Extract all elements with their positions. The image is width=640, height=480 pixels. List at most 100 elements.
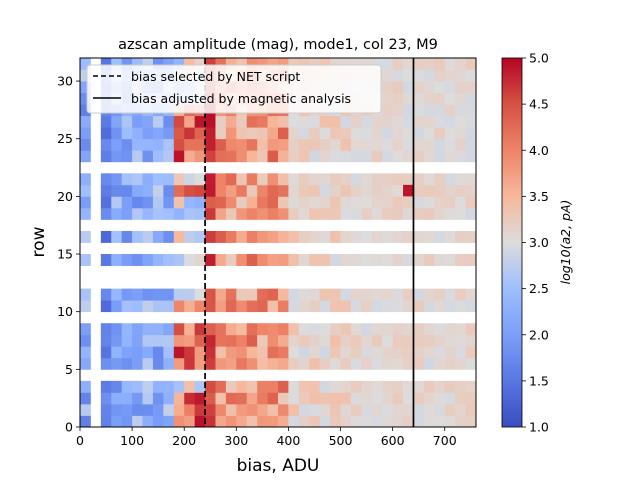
heatmap-cell [246, 196, 258, 209]
heatmap-cell [403, 300, 414, 313]
heatmap-cell [319, 230, 331, 243]
heatmap-cell [434, 346, 446, 359]
heatmap-cell [100, 254, 112, 266]
heatmap-cell [257, 207, 268, 220]
heatmap-cell [194, 415, 206, 428]
heatmap-cell [205, 58, 216, 70]
heatmap-cell [340, 346, 352, 359]
heatmap-cell [173, 173, 185, 186]
heatmap-cell [215, 323, 227, 336]
heatmap-cell [434, 115, 446, 128]
heatmap-cell [330, 357, 341, 370]
heatmap-cell [121, 150, 133, 163]
heatmap-cell [225, 207, 237, 220]
heatmap-cell [350, 115, 362, 128]
legend: bias selected by NET script bias adjuste… [86, 64, 382, 114]
heatmap-cell [392, 184, 404, 197]
heatmap-cell [132, 334, 143, 347]
heatmap-cell [465, 357, 477, 370]
heatmap-cell [80, 334, 91, 347]
heatmap-cell [371, 334, 383, 347]
heatmap-cell [194, 254, 206, 266]
heatmap-cell [194, 403, 206, 416]
heatmap-cell [382, 196, 394, 209]
heatmap-cell [340, 127, 352, 140]
heatmap-cell [163, 138, 175, 151]
heatmap-cell [392, 288, 404, 301]
heatmap-cell [257, 415, 268, 428]
heatmap-cell [423, 127, 435, 140]
heatmap-cell [434, 415, 446, 428]
heatmap-cell [173, 127, 185, 140]
heatmap-cell [225, 334, 237, 347]
heatmap-cell [100, 115, 112, 128]
colorbar-tick-label: 2.5 [529, 281, 549, 296]
heatmap-cell [392, 357, 404, 370]
heatmap-cell [111, 403, 123, 416]
heatmap-cell [392, 323, 404, 336]
heatmap-cell [132, 127, 143, 140]
heatmap-cell [142, 138, 154, 151]
heatmap-cell [246, 138, 258, 151]
heatmap-cell [111, 115, 123, 128]
heatmap-cell [350, 380, 362, 393]
heatmap-cell [278, 127, 289, 140]
heatmap-cell [382, 403, 394, 416]
heatmap-cell [142, 254, 154, 266]
heatmap-cell [330, 127, 341, 140]
heatmap-cell [340, 230, 352, 243]
heatmap-cell [225, 288, 237, 301]
heatmap-cell [444, 127, 456, 140]
heatmap-cell [288, 357, 300, 370]
heatmap-cell [246, 115, 258, 128]
heatmap-cell [434, 81, 446, 93]
heatmap-cell [215, 58, 227, 70]
heatmap-cell [142, 150, 154, 163]
heatmap-cell [205, 323, 216, 336]
heatmap-cell [455, 403, 466, 416]
heatmap-cell [80, 69, 91, 82]
heatmap-cell [205, 334, 216, 347]
heatmap-cell [288, 173, 300, 186]
heatmap-cell [173, 334, 185, 347]
heatmap-cell [215, 115, 227, 128]
heatmap-cell [330, 196, 341, 209]
heatmap-cell [465, 288, 477, 301]
heatmap-cell [184, 288, 196, 301]
heatmap-cell [298, 196, 310, 209]
heatmap-cell [413, 392, 425, 405]
colorbar-tick-label: 3.5 [529, 189, 549, 204]
heatmap-cell [267, 254, 279, 266]
heatmap-cell [403, 392, 414, 405]
heatmap-cell [465, 334, 477, 347]
heatmap-cell [288, 230, 300, 243]
heatmap-cell [288, 346, 300, 359]
heatmap-cell [173, 207, 185, 220]
heatmap-cell [382, 288, 394, 301]
heatmap-cell [392, 81, 404, 93]
heatmap-cell [340, 173, 352, 186]
heatmap-cell [278, 150, 289, 163]
heatmap-cell [142, 127, 154, 140]
heatmap-cell [194, 288, 206, 301]
heatmap-cell [319, 300, 331, 313]
heatmap-cell [444, 92, 456, 105]
heatmap-cell [288, 150, 300, 163]
heatmap-cell [465, 173, 477, 186]
heatmap-cell [298, 150, 310, 163]
heatmap-cell [340, 138, 352, 151]
heatmap-cell [163, 380, 175, 393]
heatmap-cell [392, 115, 404, 128]
heatmap-cell [267, 127, 279, 140]
heatmap-cell [423, 173, 435, 186]
heatmap-cell [319, 415, 331, 428]
heatmap-cell [340, 380, 352, 393]
heatmap-cell [350, 415, 362, 428]
heatmap-cell [278, 380, 289, 393]
heatmap-cell [278, 207, 289, 220]
heatmap-cell [132, 380, 143, 393]
heatmap-cell [215, 127, 227, 140]
heatmap-cell [288, 184, 300, 197]
heatmap-cell [444, 115, 456, 128]
